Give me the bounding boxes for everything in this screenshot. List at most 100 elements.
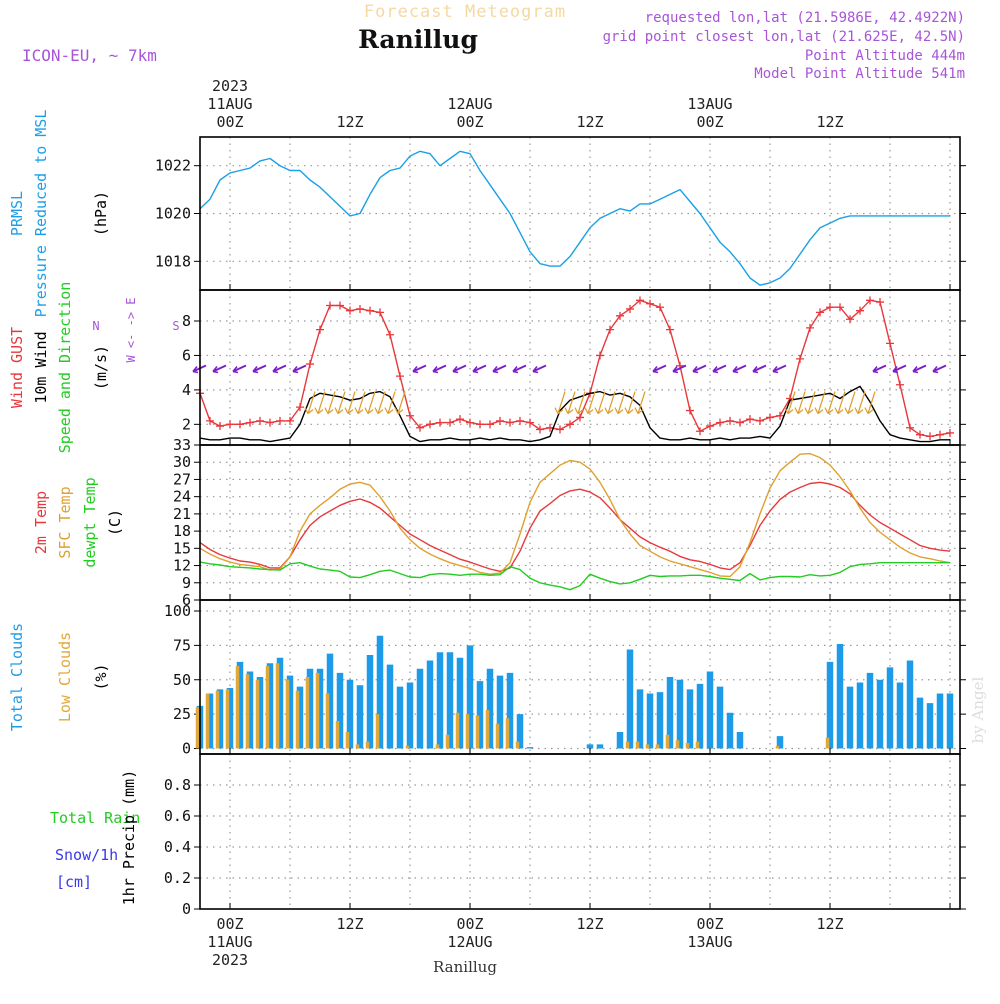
wind-arrow-head bbox=[554, 407, 564, 415]
wind-arrow-head bbox=[354, 407, 364, 415]
low-cloud-bar bbox=[325, 693, 330, 749]
wind-arrow bbox=[532, 364, 547, 373]
bottom-time-label: 00Z bbox=[696, 915, 723, 933]
gust-marker bbox=[636, 296, 644, 305]
wind-side-label: 10m Wind bbox=[32, 331, 50, 403]
gust-marker bbox=[686, 406, 694, 415]
wind-arrow bbox=[472, 364, 487, 373]
gust-marker bbox=[396, 372, 404, 381]
requested-coords: requested lon,lat (21.5986E, 42.4922N) bbox=[645, 10, 965, 26]
precip-panel: 0 0.2 0.4 0.6 0.8 Total Rain Snow/1h [cm] 1hr Pr… bbox=[50, 753, 966, 918]
gust-marker bbox=[766, 413, 774, 422]
wind-arrow bbox=[577, 391, 586, 414]
bottom-time-label: 00Z bbox=[456, 915, 483, 933]
wind-arrow-head bbox=[364, 407, 374, 415]
gust-marker bbox=[866, 296, 874, 305]
y-axis-label: 1hr Precip (mm) bbox=[120, 770, 138, 905]
total-cloud-bar bbox=[716, 686, 724, 749]
wind-arrow bbox=[567, 391, 576, 414]
panel-frame bbox=[199, 136, 961, 291]
wind-arrow bbox=[787, 391, 796, 414]
total-cloud-bar bbox=[256, 677, 264, 749]
gust-marker bbox=[516, 416, 524, 425]
gust-marker bbox=[296, 403, 304, 412]
wind-arrow bbox=[412, 364, 427, 373]
total-cloud-bar bbox=[596, 744, 604, 749]
gust-marker bbox=[926, 432, 934, 441]
y-axis-label: (m/s) bbox=[92, 345, 110, 390]
wind-arrow-head bbox=[844, 407, 854, 415]
wind-arrow-head bbox=[334, 407, 344, 415]
wind-arrow-head bbox=[212, 366, 219, 374]
gust-line bbox=[199, 299, 951, 438]
y-tick-label: 15 bbox=[173, 539, 191, 557]
total-cloud-bar bbox=[726, 712, 734, 749]
total-cloud-bar bbox=[436, 652, 444, 749]
low-cloud-bar bbox=[405, 745, 410, 749]
wind-arrow bbox=[387, 391, 396, 414]
wind-arrow bbox=[807, 391, 816, 414]
low-cloud-bar bbox=[195, 707, 200, 749]
wind-arrow bbox=[752, 364, 767, 373]
wind-arrow bbox=[557, 391, 566, 414]
gust-marker bbox=[506, 418, 514, 427]
wind-arrow-head bbox=[192, 366, 199, 374]
wind-arrow bbox=[292, 364, 307, 373]
top-time-label: 12AUG bbox=[447, 95, 492, 113]
wind-arrow-head bbox=[574, 407, 584, 415]
total-cloud-bar bbox=[396, 686, 404, 749]
total-cloud-bar bbox=[736, 732, 744, 749]
y-tick-label: 2 bbox=[182, 415, 191, 433]
total-cloud-bar bbox=[526, 747, 534, 749]
bottom-time-label: 12Z bbox=[816, 915, 843, 933]
total-cloud-bar bbox=[916, 697, 924, 749]
wind-arrow bbox=[732, 364, 747, 373]
total-cloud-bar bbox=[676, 679, 684, 749]
total-cloud-bar bbox=[856, 682, 864, 749]
gust-marker bbox=[286, 416, 294, 425]
total-cloud-bar bbox=[316, 668, 324, 749]
gust-marker bbox=[476, 420, 484, 429]
y-tick-label: 0.6 bbox=[164, 807, 191, 825]
panel-frame bbox=[199, 753, 961, 910]
wind-arrow-head bbox=[452, 366, 459, 374]
wind-arrow-head bbox=[624, 407, 634, 415]
y-tick-label: 33 bbox=[173, 436, 191, 454]
y-tick-label: 100 bbox=[164, 602, 191, 620]
total-cloud-bar bbox=[406, 682, 414, 749]
total-cloud-bar bbox=[876, 679, 884, 749]
wind-arrow bbox=[712, 364, 727, 373]
pressure-side-label: Pressure Reduced to MSL bbox=[32, 110, 50, 318]
gust-marker bbox=[366, 306, 374, 315]
total-cloud-bar bbox=[306, 668, 314, 749]
gust-marker bbox=[696, 427, 704, 436]
product-title: Forecast Meteogram bbox=[364, 2, 566, 22]
gust-marker bbox=[626, 304, 634, 313]
total-cloud-bar bbox=[826, 661, 834, 749]
low-cloud-bar bbox=[665, 734, 670, 749]
wind-arrow bbox=[932, 364, 947, 373]
total-cloud-bar bbox=[516, 714, 524, 749]
y-axis-label: (hPa) bbox=[92, 191, 110, 236]
wind-arrow-head bbox=[804, 407, 814, 415]
total-cloud-bar bbox=[496, 675, 504, 749]
precip-legend: [cm] bbox=[56, 873, 92, 891]
total-cloud-bar bbox=[346, 679, 354, 749]
low-cloud-bar bbox=[435, 744, 440, 749]
low-cloud-bar bbox=[695, 741, 700, 749]
clouds-panel: 0 25 50 75 100 Total Clouds Low Clouds (%) bbox=[8, 599, 966, 758]
gust-marker bbox=[716, 418, 724, 427]
wind-arrow-head bbox=[752, 366, 759, 374]
total-cloud-bar bbox=[266, 663, 274, 749]
total-cloud-bar bbox=[276, 657, 284, 749]
wind-arrow-head bbox=[432, 366, 439, 374]
gust-marker bbox=[706, 422, 714, 431]
gust-marker bbox=[756, 416, 764, 425]
gust-marker bbox=[416, 423, 424, 432]
gust-marker bbox=[376, 308, 384, 317]
wind-arrow bbox=[232, 364, 247, 373]
top-time-label: 11AUG bbox=[207, 95, 252, 113]
wind-arrow-head bbox=[532, 366, 539, 374]
